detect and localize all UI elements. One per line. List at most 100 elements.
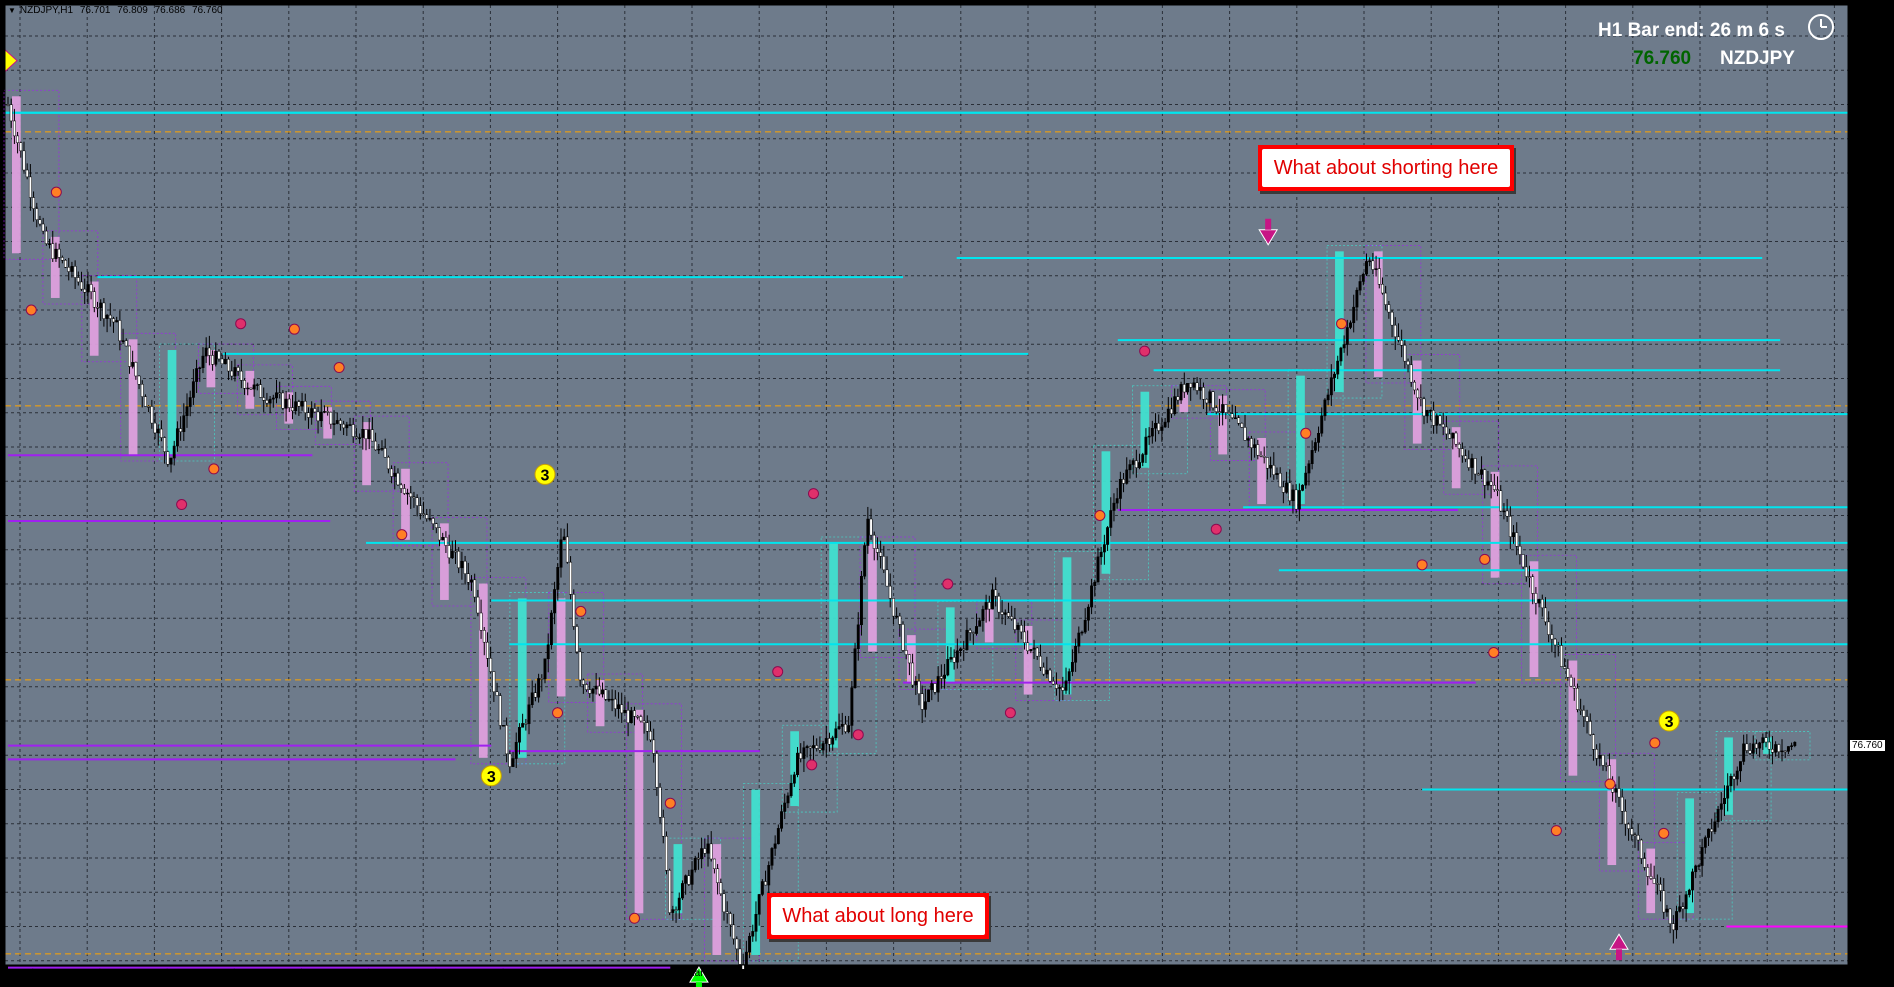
candle-bear — [1390, 311, 1394, 326]
price-axis-label: 77.225 — [1852, 612, 1883, 624]
candle-bear — [41, 223, 45, 232]
candle-bear — [83, 288, 87, 293]
candle-bear — [92, 291, 96, 308]
candle-bull — [684, 875, 688, 884]
candle-bull — [1077, 632, 1081, 647]
bear-zone-box — [1373, 251, 1383, 377]
candle-bull — [936, 676, 940, 693]
plot-area[interactable] — [5, 5, 1848, 965]
candle-bull — [751, 931, 755, 937]
candle-bear — [281, 392, 285, 409]
candle-bull — [1761, 737, 1765, 744]
candle-bull — [233, 367, 237, 377]
candle-bear — [1000, 611, 1004, 615]
candle-bear — [588, 689, 592, 694]
candle-bull — [48, 243, 52, 245]
candle-bull — [1109, 510, 1113, 528]
time-axis-label: 5 Mar 05:00 — [745, 968, 799, 979]
candle-bear — [482, 630, 486, 643]
price-axis-label: 78.975 — [1852, 132, 1883, 144]
candle-bear — [585, 684, 589, 690]
candle-bull — [131, 362, 135, 367]
candle-bull — [748, 935, 752, 953]
candle-bull — [450, 550, 454, 559]
candle-bull — [927, 689, 931, 702]
candle-bull — [1598, 755, 1602, 759]
candle-bear — [1438, 415, 1442, 425]
candle-bull — [1118, 479, 1122, 499]
candle-bull — [1374, 268, 1378, 270]
candle-bull — [821, 743, 825, 751]
candle-bull — [562, 536, 566, 541]
candle-bull — [428, 518, 432, 520]
candle-bull — [780, 811, 783, 829]
bull-zone-box — [517, 598, 527, 758]
candle-bull — [1713, 821, 1717, 832]
candle-bear — [1476, 473, 1480, 476]
candle-bull — [776, 828, 780, 845]
time-axis-label: 6 Mar 13:00 — [879, 968, 933, 979]
candle-bear — [1249, 438, 1253, 448]
header-menu-icon[interactable]: ▼ — [8, 6, 16, 15]
candle-bear — [329, 411, 333, 425]
short-annotation[interactable]: What about shorting here — [1258, 145, 1514, 191]
candle-bear — [1732, 776, 1736, 780]
candle-bull — [601, 689, 604, 695]
candle-bear — [1202, 387, 1205, 400]
bear-zone-box — [440, 523, 449, 600]
candle-bear — [1122, 479, 1126, 484]
candle-bear — [1189, 383, 1193, 388]
time-axis-label: 9 Mar 05:00 — [1148, 968, 1202, 979]
candle-bear — [808, 746, 812, 749]
candle-bull — [1064, 680, 1068, 691]
candle-bear — [44, 230, 48, 244]
candle-bull — [367, 429, 371, 440]
candle-bull — [1192, 382, 1196, 388]
candle-bull — [156, 428, 160, 434]
candle-bear — [891, 598, 895, 617]
ohlc-low: 76.686 — [154, 5, 186, 16]
candle-bull — [760, 881, 764, 895]
candle-bull — [754, 914, 758, 932]
candle-bear — [351, 424, 355, 437]
candle-bull — [549, 612, 553, 646]
candle-bull — [310, 408, 314, 418]
candle-bull — [54, 248, 58, 259]
candle-bull — [943, 674, 947, 679]
candle-bull — [115, 320, 119, 323]
candle-bull — [1739, 761, 1742, 772]
candle-bear — [1604, 765, 1608, 767]
price-axis-label: 77.475 — [1852, 543, 1883, 555]
candle-bull — [332, 423, 336, 425]
candle-bear — [1630, 828, 1634, 835]
zone-outline — [781, 724, 838, 813]
candle-bear — [412, 496, 416, 498]
candle-bear — [1623, 811, 1627, 825]
pivot-marker-icon — [1649, 737, 1661, 749]
pivot-marker-icon — [1094, 510, 1106, 521]
candle-bear — [80, 281, 83, 290]
candle-bull — [792, 774, 796, 784]
long-annotation[interactable]: What about long here — [767, 893, 989, 939]
price-axis-label: 77.975 — [1852, 406, 1883, 418]
candle-bear — [35, 208, 39, 220]
candle-bear — [658, 787, 662, 818]
pivot-marker-icon — [942, 578, 954, 590]
candle-bull — [1368, 260, 1372, 263]
candle-bull — [1096, 556, 1100, 583]
candle-bear — [1681, 906, 1685, 910]
candle-bear — [1419, 397, 1423, 400]
candle-bear — [994, 589, 998, 597]
candle-bear — [1550, 634, 1554, 640]
candle-bear — [719, 882, 723, 895]
time-axis-label: 12 Mar 13:00 — [1282, 968, 1342, 979]
time-axis-label: 13 Mar 21:00 — [1417, 968, 1477, 979]
wave-3-marker-icon — [1658, 710, 1680, 732]
candle-bull — [984, 602, 988, 610]
candle-bear — [888, 585, 892, 599]
candle-bear — [1444, 426, 1448, 435]
candle-bull — [831, 737, 835, 745]
candle-bear — [236, 367, 240, 372]
